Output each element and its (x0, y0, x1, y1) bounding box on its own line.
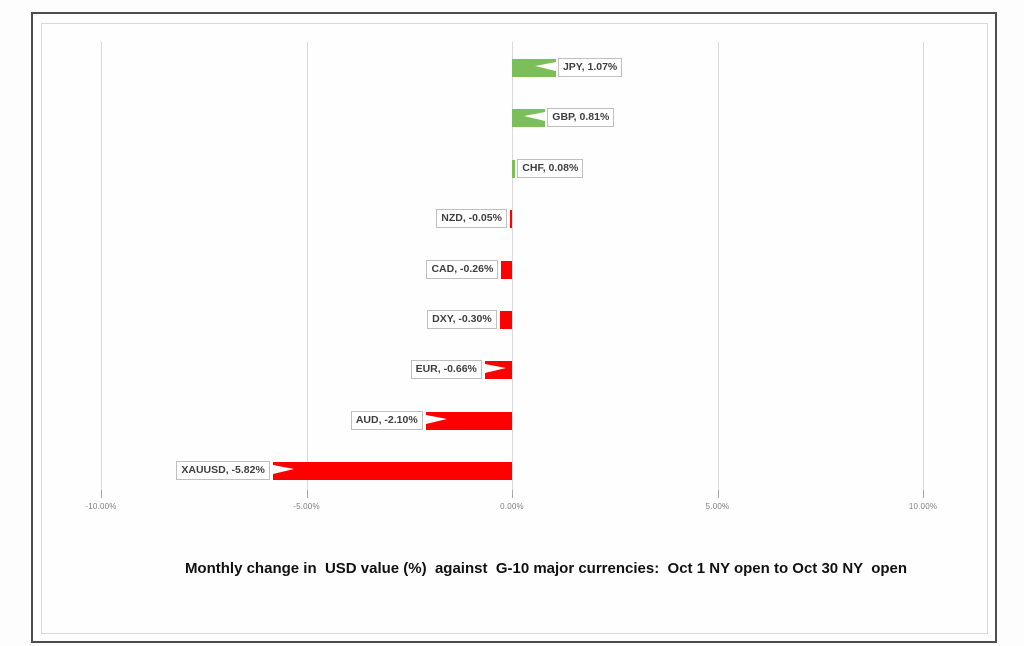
callout-wedge (484, 364, 506, 374)
x-gridline (717, 42, 719, 490)
callout-wedge (534, 62, 556, 71)
data-label-CAD: CAD, -0.26% (426, 259, 499, 279)
callout-wedge (272, 465, 294, 475)
data-label-CHF: CHF, 0.08% (517, 158, 584, 178)
data-label-DXY: DXY, -0.30% (427, 310, 497, 329)
chart-inner-border (41, 23, 988, 634)
data-label-AUD: AUD, -2.10% (350, 410, 423, 430)
x-axis-tick-label: 10.00% (908, 502, 938, 511)
x-gridline (306, 42, 308, 490)
bar-XAUUSD (272, 462, 512, 481)
data-label-NZD: NZD, -0.05% (436, 209, 507, 229)
plot-area: -10.00% -5.00% 0.00% 5.00% 10.00% JPY, 1.07% G… (33, 14, 995, 641)
chart-frame: -10.00% -5.00% 0.00% 5.00% 10.00% JPY, 1.07% G… (31, 12, 997, 643)
bar-CAD (501, 260, 512, 279)
x-axis-tick-label: 0.00% (500, 502, 524, 511)
bar-DXY (499, 311, 512, 329)
x-gridline (923, 42, 924, 490)
x-axis-tick-label: -5.00% (293, 502, 320, 511)
x-gridline (512, 42, 513, 490)
x-axis-tick (101, 490, 102, 498)
x-axis-tick (512, 490, 513, 498)
data-label-XAUUSD: XAUUSD, -5.82% (176, 461, 270, 481)
callout-wedge (524, 112, 546, 122)
chart-title: Monthly change in USD value (%) against … (184, 560, 908, 577)
x-axis-tick (306, 490, 308, 498)
bar-CHF (512, 159, 516, 178)
bar-NZD (509, 210, 512, 229)
x-axis-tick (717, 490, 719, 498)
data-label-JPY: JPY, 1.07% (557, 58, 623, 77)
bar-AUD (425, 411, 512, 430)
data-label-EUR: EUR, -0.66% (410, 360, 482, 380)
x-axis-tick (923, 490, 924, 498)
x-axis-tick-label: 5.00% (705, 502, 730, 511)
x-axis-tick-label: -10.00% (85, 502, 117, 511)
x-gridline (101, 42, 102, 490)
data-label-GBP: GBP, 0.81% (547, 108, 615, 128)
callout-wedge (425, 414, 447, 424)
